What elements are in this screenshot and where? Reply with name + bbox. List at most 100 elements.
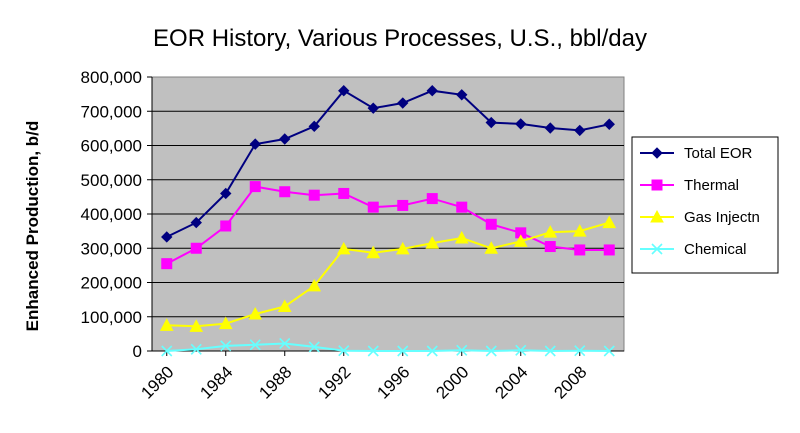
data-point-total-eor	[456, 89, 468, 101]
data-point-total-eor	[426, 84, 438, 97]
legend-label: Chemical	[684, 241, 747, 258]
data-point-thermal	[426, 193, 438, 205]
legend-item-gas-injectn: Gas Injectn	[640, 209, 760, 226]
data-point-gas-injectn	[572, 224, 587, 237]
legend-marker	[650, 209, 664, 223]
series-chemical	[161, 337, 615, 357]
x-tick-label: 2000	[432, 362, 472, 402]
y-tick-label: 400,000	[81, 205, 142, 224]
data-point-thermal	[338, 187, 350, 199]
data-point-chemical	[220, 340, 232, 352]
data-point-gas-injectn	[218, 316, 233, 330]
y-tick-label: 0	[133, 342, 142, 361]
legend-marker	[651, 243, 663, 255]
legend-item-thermal: Thermal	[640, 177, 739, 194]
data-point-chemical	[249, 339, 261, 351]
series-gas-injectn	[159, 215, 617, 332]
y-axis-label: Enhanced Production, b/d	[23, 121, 42, 332]
x-tick-label: 1984	[196, 362, 236, 402]
data-point-chemical	[367, 345, 379, 357]
series-layer	[159, 84, 617, 357]
legend-marker	[651, 179, 663, 191]
series-line-gas-injectn	[166, 221, 610, 328]
axes: 0 100,000 200,000 300,000 400,000 500,000 600,…	[81, 68, 624, 403]
data-point-gas-injectn	[513, 234, 528, 247]
data-point-thermal	[574, 244, 586, 256]
data-point-total-eor	[249, 138, 261, 150]
series-thermal	[161, 181, 615, 270]
data-point-chemical	[574, 345, 586, 357]
data-point-gas-injectn	[484, 241, 499, 254]
data-point-thermal	[161, 258, 173, 270]
data-point-thermal	[367, 201, 379, 213]
legend-label: Total EOR	[684, 145, 753, 162]
data-point-total-eor	[308, 120, 320, 133]
data-point-total-eor	[190, 216, 202, 229]
data-point-thermal	[249, 181, 261, 193]
data-point-gas-injectn	[395, 241, 410, 255]
data-point-gas-injectn	[277, 299, 292, 312]
x-tick-label: 1988	[255, 362, 295, 402]
data-point-total-eor	[397, 97, 409, 109]
data-point-chemical	[190, 343, 202, 355]
x-tick-label: 1992	[314, 362, 354, 402]
legend-marker	[651, 147, 663, 159]
data-point-total-eor	[220, 187, 232, 200]
data-point-gas-injectn	[454, 230, 469, 244]
y-tick-label: 700,000	[81, 102, 142, 121]
data-point-chemical	[485, 345, 497, 357]
data-point-gas-injectn	[307, 278, 322, 292]
grid-lines	[152, 110, 624, 318]
data-point-total-eor	[603, 118, 615, 130]
data-point-chemical	[161, 345, 173, 357]
data-point-chemical	[308, 341, 320, 353]
data-point-total-eor	[279, 133, 291, 145]
data-point-gas-injectn	[602, 215, 617, 229]
data-point-thermal	[190, 242, 202, 254]
data-point-total-eor	[515, 118, 527, 130]
data-point-thermal	[397, 199, 409, 211]
x-tick-label: 2008	[550, 362, 590, 402]
legend-item-total-eor: Total EOR	[640, 145, 753, 162]
data-point-gas-injectn	[336, 241, 351, 255]
series-line-thermal	[166, 185, 610, 265]
data-point-chemical	[456, 344, 468, 356]
data-point-thermal	[279, 186, 291, 198]
data-point-total-eor	[544, 122, 556, 134]
series-total-eor	[161, 84, 615, 243]
data-point-chemical	[338, 345, 350, 357]
legend-label: Gas Injectn	[684, 209, 760, 226]
series-line-chemical	[166, 342, 610, 353]
data-point-gas-injectn	[366, 245, 381, 259]
data-point-chemical	[397, 345, 409, 357]
data-point-chemical	[279, 337, 291, 350]
data-point-total-eor	[574, 124, 586, 137]
y-tick-label: 600,000	[81, 137, 142, 156]
data-point-thermal	[308, 189, 320, 201]
x-tick-label: 2004	[491, 362, 531, 402]
data-point-thermal	[544, 241, 556, 253]
data-point-gas-injectn	[189, 319, 204, 332]
data-point-total-eor	[367, 102, 379, 114]
y-tick-label: 800,000	[81, 68, 142, 87]
data-point-thermal	[485, 218, 497, 230]
data-point-gas-injectn	[159, 318, 174, 331]
data-point-chemical	[544, 345, 556, 357]
data-point-thermal	[603, 244, 615, 256]
x-tick-label: 1996	[373, 362, 413, 402]
legend-item-chemical: Chemical	[640, 241, 747, 258]
y-tick-label: 500,000	[81, 171, 142, 190]
data-point-gas-injectn	[248, 306, 263, 320]
data-point-gas-injectn	[543, 225, 558, 238]
data-point-total-eor	[161, 231, 173, 243]
data-point-chemical	[426, 345, 438, 357]
data-point-thermal	[220, 220, 232, 232]
x-tick-label: 1980	[137, 362, 177, 402]
legend-label: Thermal	[684, 177, 739, 194]
data-point-total-eor	[485, 116, 497, 129]
y-tick-label: 200,000	[81, 274, 142, 293]
legend: Total EOR Thermal Gas Injectn Chemical	[640, 145, 760, 258]
data-point-chemical	[515, 344, 527, 356]
